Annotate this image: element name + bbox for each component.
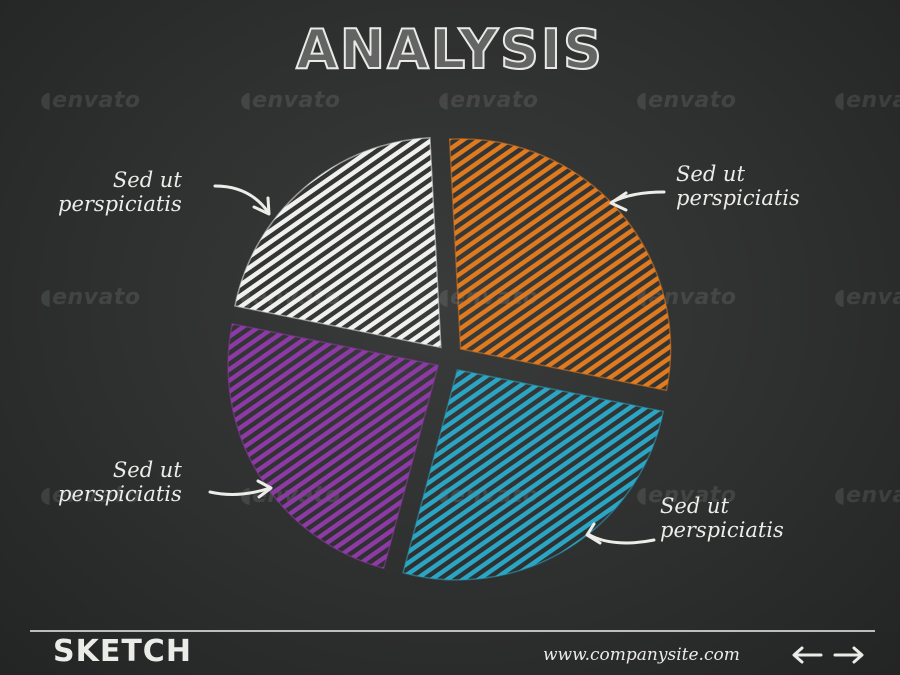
pie-slice-purple: [227, 322, 440, 570]
label-arrow-white: [213, 184, 271, 216]
slice-label-white: Sed ut perspiciatis: [58, 168, 182, 216]
slice-label-line2: perspiciatis: [676, 186, 800, 210]
slice-label-line1: Sed ut: [676, 162, 745, 186]
pie-slice-white: [234, 136, 442, 349]
slice-label-orange: Sed ut perspiciatis: [676, 162, 800, 210]
arrow-left-icon[interactable]: [790, 642, 824, 668]
brand-name: SKETCH: [53, 634, 192, 669]
footer-divider: [30, 630, 875, 632]
slice-label-line1: Sed ut: [112, 168, 182, 192]
label-arrow-cyan: [585, 522, 656, 545]
page-title: ANALYSIS: [295, 17, 604, 82]
slice-label-purple: Sed ut perspiciatis: [58, 458, 182, 506]
slice-label-line2: perspiciatis: [660, 518, 784, 542]
pie-slice-cyan: [402, 369, 665, 581]
slice-label-cyan: Sed ut perspiciatis: [660, 494, 784, 542]
slice-label-line2: perspiciatis: [58, 482, 182, 506]
pie-slice-orange: [448, 138, 672, 392]
website-link[interactable]: www.companysite.com: [543, 645, 740, 665]
arrow-right-icon[interactable]: [832, 642, 866, 668]
label-arrow-purple: [208, 479, 273, 499]
slice-label-line1: Sed ut: [660, 494, 729, 518]
slice-label-line2: perspiciatis: [58, 192, 182, 216]
label-arrow-orange: [609, 190, 666, 212]
slice-label-line1: Sed ut: [112, 458, 182, 482]
